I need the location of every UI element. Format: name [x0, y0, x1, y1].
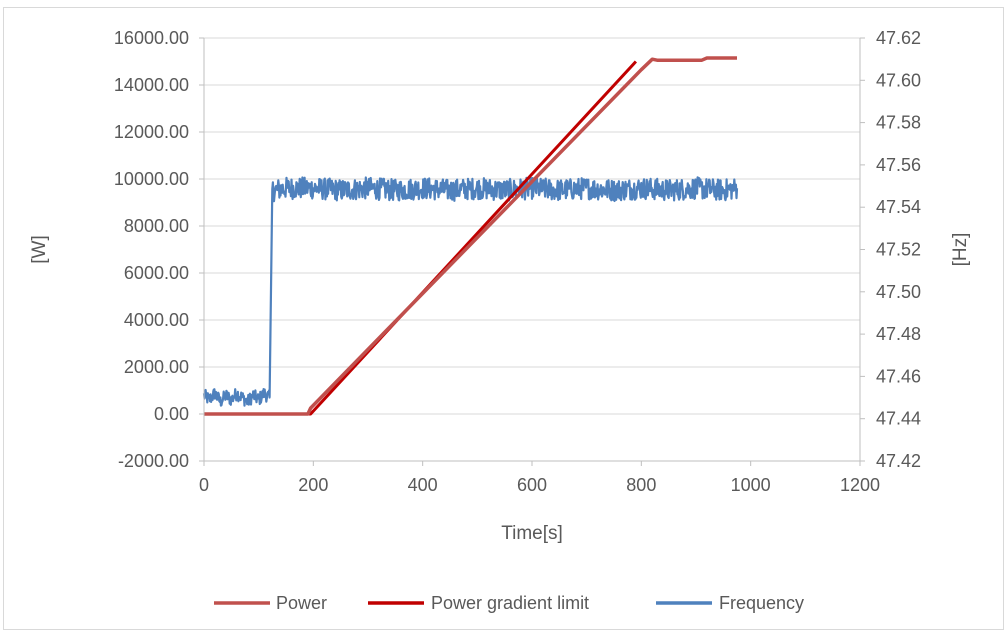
- y-tick-label: 8000.00: [124, 216, 189, 236]
- y-tick-label: 12000.00: [114, 122, 189, 142]
- x-tick-label: 200: [298, 475, 328, 495]
- y2-tick-label: 47.54: [876, 197, 921, 217]
- y-tick-label: 2000.00: [124, 357, 189, 377]
- y-tick-label: 0.00: [154, 404, 189, 424]
- x-tick-label: 1200: [840, 475, 880, 495]
- y-tick-label: 4000.00: [124, 310, 189, 330]
- x-tick-label: 1000: [731, 475, 771, 495]
- y2-tick-label: 47.52: [876, 240, 921, 260]
- y-tick-label: 10000.00: [114, 169, 189, 189]
- y2-tick-label: 47.56: [876, 155, 921, 175]
- series-line-power: [204, 56, 737, 416]
- legend: Power Power gradient limit Frequency: [214, 593, 804, 613]
- series-line-power-gradient-limit: [204, 60, 638, 416]
- y-tick-label: 16000.00: [114, 28, 189, 48]
- x-tick-label: 600: [517, 475, 547, 495]
- x-tick-label: 800: [626, 475, 656, 495]
- y2-tick-label: 47.60: [876, 70, 921, 90]
- y2-tick-label: 47.48: [876, 324, 921, 344]
- y-axis-title: [W]: [29, 235, 50, 264]
- x-axis-title: Time[s]: [501, 523, 563, 544]
- y2-tick-label: 47.46: [876, 366, 921, 386]
- y-tick-label: 14000.00: [114, 75, 189, 95]
- y2-tick-label: 47.62: [876, 28, 921, 48]
- legend-label: Power gradient limit: [431, 593, 589, 613]
- chart-frame: [3, 7, 1004, 630]
- y2-tick-label: 47.50: [876, 282, 921, 302]
- y2-axis-title: [Hz]: [950, 233, 971, 267]
- y2-tick-label: 47.42: [876, 451, 921, 471]
- y-tick-label: -2000.00: [118, 451, 189, 471]
- tick-labels: -2000.00 0.00 2000.00 4000.00 6000.00 8000.00…: [114, 28, 921, 495]
- grid-lines: [204, 37, 860, 462]
- y2-tick-label: 47.58: [876, 113, 921, 133]
- series-line-frequency: [202, 176, 739, 407]
- legend-label: Power: [276, 593, 327, 613]
- y2-tick-label: 47.44: [876, 409, 921, 429]
- legend-label: Frequency: [719, 593, 804, 613]
- series-group: [202, 56, 739, 416]
- axes: [199, 37, 865, 466]
- x-tick-label: 400: [408, 475, 438, 495]
- y-tick-label: 6000.00: [124, 263, 189, 283]
- x-tick-label: 0: [199, 475, 209, 495]
